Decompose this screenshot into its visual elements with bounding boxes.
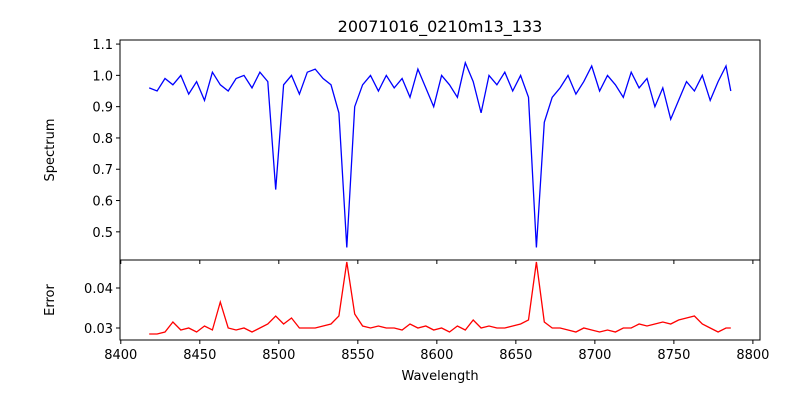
x-tick-label: 8450: [183, 348, 216, 363]
chart-title: 20071016_0210m13_133: [338, 17, 543, 37]
top-y-tick-label: 1.1: [92, 38, 113, 53]
top-y-tick-label: 0.6: [92, 195, 113, 210]
top-y-tick-label: 0.5: [92, 226, 113, 241]
top-axes-frame: [119, 39, 761, 261]
bottom-y-tick-label: 0.03: [84, 322, 113, 337]
bottom-y-axis-label: Error: [43, 284, 58, 316]
x-tick-label: 8700: [578, 348, 611, 363]
x-tick-label: 8400: [104, 348, 137, 363]
top-y-tick-label: 0.9: [92, 101, 113, 116]
top-y-tick-label: 1.0: [92, 69, 113, 84]
bottom-axes-frame: [119, 259, 761, 341]
top-y-axis-label: Spectrum: [43, 119, 58, 182]
x-tick-label: 8550: [341, 348, 374, 363]
x-tick-label: 8800: [736, 348, 769, 363]
x-tick-label: 8750: [657, 348, 690, 363]
bottom-series-line: [149, 261, 731, 335]
bottom-y-tick-label: 0.04: [84, 282, 113, 297]
top-series-line: [148, 60, 732, 248]
x-tick-label: 8650: [499, 348, 532, 363]
top-y-tick-label: 0.8: [92, 132, 113, 147]
top-y-tick-label: 0.7: [92, 163, 113, 178]
x-tick-label: 8500: [262, 348, 295, 363]
x-tick-label: 8600: [420, 348, 453, 363]
x-axis-label: Wavelength: [401, 369, 478, 384]
